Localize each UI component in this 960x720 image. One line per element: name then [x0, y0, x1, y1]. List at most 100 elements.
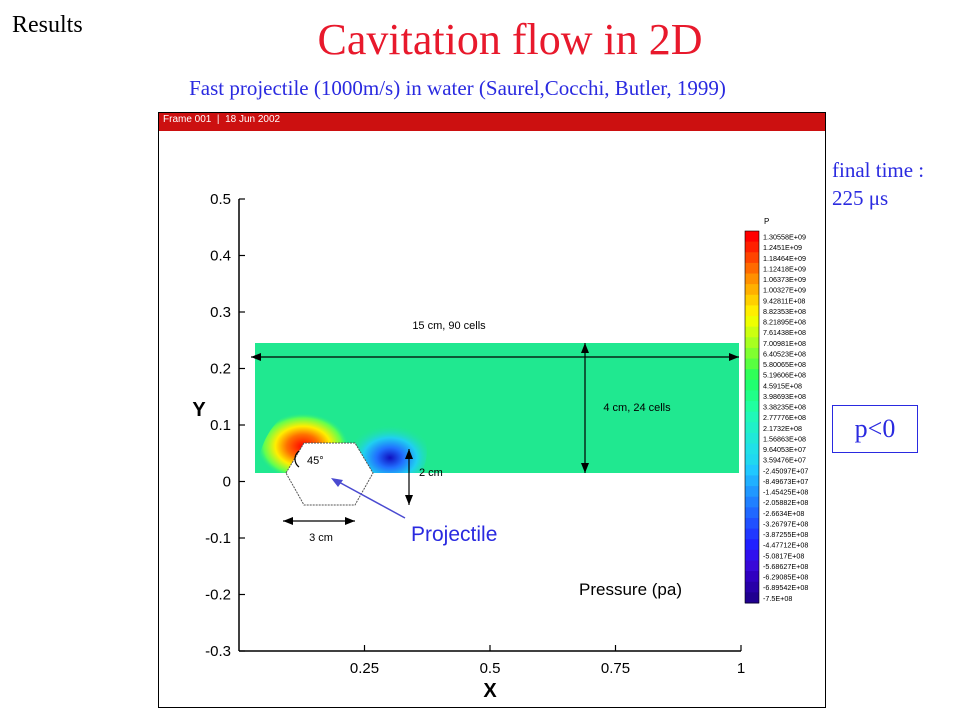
legend-value-label: 5.19606E+08: [763, 371, 806, 380]
legend-value-label: 6.40523E+08: [763, 349, 806, 358]
legend-swatch: [745, 517, 759, 530]
legend-swatch: [745, 401, 759, 413]
x-tick-label: 0.5: [480, 660, 501, 677]
pressure-field-label: Pressure (pa): [579, 580, 682, 599]
legend-swatch: [745, 358, 759, 370]
angle-label: 45°: [307, 455, 324, 467]
final-time-value: 225 μs: [832, 186, 889, 210]
legend-value-label: 1.18464E+09: [763, 254, 806, 263]
arrowhead-right: [729, 353, 739, 361]
legend-swatch: [745, 422, 759, 434]
legend-value-label: -3.26797E+08: [763, 519, 808, 528]
y-tick-label: 0.4: [210, 248, 231, 265]
legend-value-label: 3.38235E+08: [763, 403, 806, 412]
legend-value-label: 8.21895E+08: [763, 318, 806, 327]
legend-value-label: -5.0817E+08: [763, 551, 804, 560]
legend-value-label: -5.68627E+08: [763, 562, 808, 571]
legend-value-label: -2.05882E+08: [763, 498, 808, 507]
legend-swatch: [745, 273, 759, 285]
legend-value-label: -4.47712E+08: [763, 541, 808, 550]
legend-value-label: -2.6634E+08: [763, 509, 804, 518]
legend-swatch: [745, 369, 759, 381]
slide-title: Cavitation flow in 2D: [317, 15, 703, 64]
x-axis-label: X: [483, 680, 497, 702]
simulation-figure: Frame 001 | 18 Jun 2002 0.5 0.4 0.3 0.2 0.: [158, 112, 826, 708]
y-tick-label: 0.2: [210, 361, 231, 378]
legend-swatch: [745, 316, 759, 328]
y-tick-label: -0.1: [205, 530, 231, 547]
y-tick-label: 0.1: [210, 417, 231, 434]
legend-value-label: 1.30558E+09: [763, 233, 806, 242]
slide-subtitle: Fast projectile (1000m/s) in water (Saur…: [189, 76, 726, 100]
legend-value-label: -7.5E+08: [763, 594, 792, 603]
arrowhead-up: [581, 343, 589, 353]
legend-swatch: [745, 528, 759, 540]
projectile-top: [286, 443, 373, 473]
legend-swatch: [745, 581, 759, 593]
legend-swatch: [745, 337, 759, 349]
x-tick-label: 0.75: [601, 660, 630, 677]
angle-arc: [294, 450, 300, 468]
legend-value-label: -6.89542E+08: [763, 583, 808, 592]
legend-value-label: 9.42811E+08: [763, 296, 805, 305]
legend-swatch: [745, 571, 759, 583]
legend-value-label: 7.00981E+08: [763, 339, 806, 348]
y-tick-label: -0.3: [205, 643, 231, 660]
legend-swatch: [745, 411, 759, 423]
legend-swatch: [745, 486, 759, 498]
legend-swatch: [745, 326, 759, 338]
x-tick-label: 0.25: [350, 660, 379, 677]
final-time-label: final time :: [832, 158, 925, 182]
legend-value-label: 1.56863E+08: [763, 434, 806, 443]
legend-value-label: -6.29085E+08: [763, 573, 808, 582]
legend-value-label: 3.59476E+07: [763, 456, 806, 465]
legend-value-label: 1.06373E+09: [763, 275, 806, 284]
projectile-length-label: 3 cm: [309, 532, 333, 544]
final-time-note: final time : 225 μs: [832, 156, 924, 212]
legend-value-label: -2.45097E+07: [763, 466, 808, 475]
legend-swatch: [745, 496, 759, 508]
legend-swatch: [745, 231, 759, 243]
arrowhead-down-small: [405, 495, 413, 505]
legend-swatch: [745, 241, 759, 253]
legend-value-label: 2.1732E+08: [763, 424, 802, 433]
legend-value-label: 1.2451E+09: [763, 243, 802, 252]
legend-swatch: [745, 549, 759, 561]
legend-swatch: [745, 262, 759, 275]
domain-height-label: 4 cm, 24 cells: [603, 402, 671, 414]
legend-value-label: 1.00327E+09: [763, 286, 806, 295]
projectile-label: Projectile: [411, 523, 497, 546]
arrowhead-up-small: [405, 449, 413, 459]
legend-swatch: [745, 432, 759, 445]
legend-swatch: [745, 305, 759, 317]
pressure-legend: 1.30558E+091.2451E+09 1.18464E+091.12418E…: [744, 230, 808, 604]
legend-swatch: [745, 347, 759, 360]
legend-value-label: 4.5915E+08: [763, 381, 802, 390]
legend-value-label: 2.77776E+08: [763, 413, 806, 422]
legend-swatch: [745, 390, 759, 402]
frame-header-text: Frame 001 | 18 Jun 2002: [163, 114, 281, 125]
legend-swatch: [745, 475, 759, 487]
frame-header-bar: Frame 001 | 18 Jun 2002: [159, 113, 825, 131]
legend-value-label: 7.61438E+08: [763, 328, 806, 337]
legend-value-label: 1.12418E+09: [763, 264, 806, 273]
legend-swatch: [745, 443, 759, 455]
pointer-arrowhead: [331, 478, 343, 487]
legend-title: P: [764, 217, 769, 226]
legend-swatch: [745, 592, 759, 604]
projectile-pointer-arrow: [336, 480, 406, 519]
arrowhead-left: [251, 353, 261, 361]
legend-swatch: [745, 560, 759, 572]
pressure-plot: 0.5 0.4 0.3 0.2 0.1 0 -0.1 -0.2 -0.3 0.25 0.5 0.75…: [192, 191, 808, 702]
projectile-height-label: 2 cm: [419, 467, 443, 479]
legend-swatch: [745, 284, 759, 296]
legend-value-label: 5.80065E+08: [763, 360, 806, 369]
arrowhead-down: [581, 463, 589, 473]
legend-value-label: 3.98693E+08: [763, 392, 806, 401]
legend-value-label: 8.82353E+08: [763, 307, 806, 316]
legend-value-label: 9.64053E+07: [763, 445, 806, 454]
legend-swatch: [745, 454, 759, 466]
legend-value-label: -3.87255E+08: [763, 530, 808, 539]
y-tick-label: 0: [223, 474, 231, 491]
negative-pressure-box: p<0: [832, 405, 918, 453]
